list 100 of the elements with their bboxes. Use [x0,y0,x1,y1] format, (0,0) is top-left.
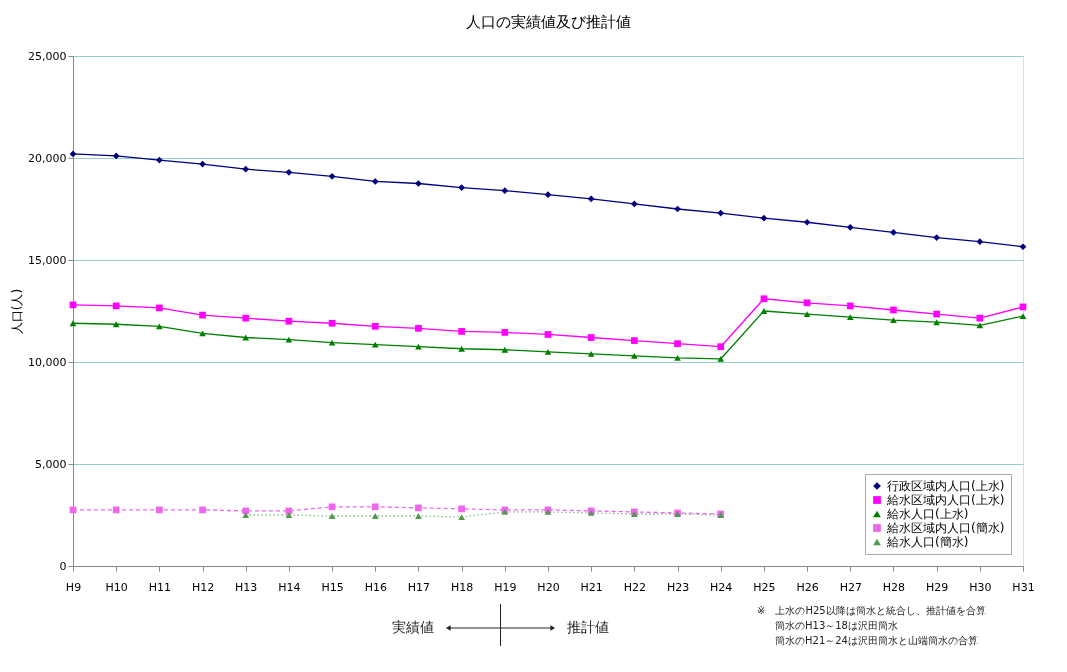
point [846,314,854,321]
point [199,311,206,319]
point [371,513,379,519]
point [199,506,206,514]
point [328,173,336,180]
point [458,505,465,513]
x-tick-label: H27 [839,580,862,594]
point [112,321,120,328]
y-tick-label: 5,000 [35,457,67,471]
point [846,224,854,231]
point [1019,243,1027,251]
x-tick-label: H10 [105,580,128,594]
x-tick-label: H21 [580,580,603,594]
point [328,513,336,519]
point [328,503,336,511]
legend-label: 給水人口(簡水) [886,535,969,549]
point [156,506,163,514]
x-tick-label: H11 [148,580,171,594]
point [976,238,984,245]
y-tick-label: 0 [59,559,67,573]
point [803,311,811,317]
point [587,334,595,341]
point [328,339,336,346]
point [415,324,422,332]
x-tick-label: H24 [710,580,733,594]
point [587,350,595,357]
x-tick-label: H20 [537,580,560,594]
point [328,319,336,327]
point [371,178,379,185]
y-axis-title: 人口(人) [10,288,25,335]
point [242,314,250,322]
point [631,200,638,208]
point [717,356,725,362]
point [933,319,940,326]
x-tick-label: H16 [364,580,387,594]
point [803,299,811,307]
point [544,348,552,355]
point [199,160,206,168]
point [501,346,509,353]
point [285,317,293,325]
point [458,514,465,520]
point [717,343,725,351]
point [371,341,379,348]
point [760,214,768,222]
x-tick-label: H23 [666,580,690,594]
point [458,328,465,335]
point [458,345,465,352]
point [976,322,984,329]
text: 推計値 [567,619,609,635]
point [415,513,422,519]
point [587,195,595,203]
x-tick-label: H15 [321,580,344,594]
point [674,355,681,361]
point [544,191,552,199]
point [760,308,768,314]
x-tick-label: H29 [926,580,949,594]
x-tick-label: H13 [235,580,258,594]
x-tick-label: H28 [882,580,906,594]
y-tick-label: 15,000 [28,253,67,267]
point [285,168,293,176]
x-tick-label: H22 [623,580,646,594]
point [933,310,940,318]
point [242,512,250,518]
point [976,314,984,322]
text: 実績値 [392,619,434,635]
point [371,503,379,511]
point [156,304,163,312]
x-tick-label: H14 [278,580,301,594]
x-tick-label: H25 [753,580,776,594]
point [112,152,120,160]
text: 簡水のH21～24は沢田簡水と山端簡水の合算 [775,635,978,646]
point [1019,313,1027,320]
point [371,322,379,330]
point [674,340,681,347]
x-tick-label: H12 [191,580,215,594]
x-tick-label: H9 [65,580,82,594]
y-tick-label: 10,000 [28,355,67,369]
point [112,506,120,514]
text: ※ 上水のH25以降は簡水と統合し、推計値を合算 [757,605,986,616]
legend-label: 給水区域内人口(上水) [886,493,1005,507]
x-tick-label: H17 [407,580,431,594]
point [760,295,768,303]
legend-label: 給水区域内人口(簡水) [886,521,1005,535]
point [803,218,811,226]
point [242,165,250,173]
point [415,504,422,512]
text: 簡水のH13～18は沢田簡水 [775,620,898,631]
point [112,302,120,310]
y-tick-label: 20,000 [28,151,67,165]
point [846,302,854,310]
legend-label: 給水人口(上水) [886,507,969,521]
point [69,150,77,158]
point [890,306,897,314]
x-tick-label: H19 [494,580,517,594]
point [631,337,638,344]
point [544,331,552,338]
point [890,317,897,324]
x-tick-label: H26 [796,580,819,594]
point [285,512,293,518]
x-tick-label: H18 [451,580,474,594]
